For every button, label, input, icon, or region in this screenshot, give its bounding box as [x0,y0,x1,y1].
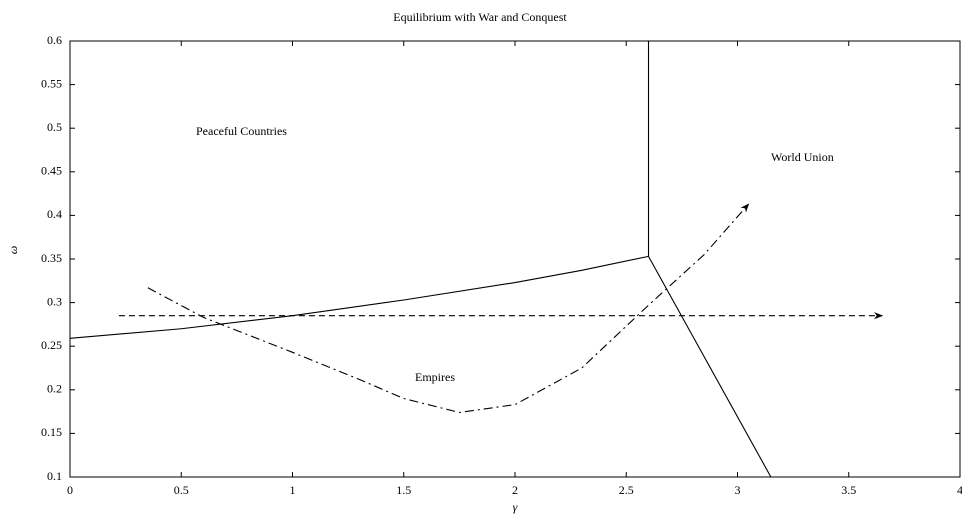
curve [648,256,772,478]
x-tick-label: 1 [290,483,296,497]
region-label: World Union [771,150,834,164]
region-label: Peaceful Countries [196,124,287,138]
y-tick-label: 0.2 [47,382,62,396]
x-tick-label: 4 [957,483,962,497]
y-axis-label: ω [6,246,20,254]
x-tick-label: 2.5 [619,483,634,497]
curve [147,203,750,414]
x-tick-label: 0.5 [174,483,189,497]
y-tick-label: 0.45 [41,164,62,178]
plot-frame [69,40,961,478]
x-tick-label: 3 [735,483,741,497]
region-label: Empires [415,370,455,384]
y-tick-label: 0.6 [47,33,62,47]
y-tick-label: 0.1 [47,469,62,483]
y-tick-label: 0.35 [41,251,62,265]
x-tick-label: 2 [512,483,518,497]
x-tick-label: 1.5 [396,483,411,497]
y-tick-label: 0.3 [47,294,62,308]
y-tick-label: 0.15 [41,425,62,439]
x-axis-label: γ [513,500,518,514]
y-tick-label: 0.5 [47,120,62,134]
curve [69,255,649,339]
x-tick-label: 0 [67,483,73,497]
x-tick-label: 3.5 [841,483,856,497]
y-tick-label: 0.25 [41,338,62,352]
y-tick-label: 0.55 [41,76,62,90]
y-tick-label: 0.4 [47,207,62,221]
chart-title: Equilibrium with War and Conquest [393,10,567,24]
